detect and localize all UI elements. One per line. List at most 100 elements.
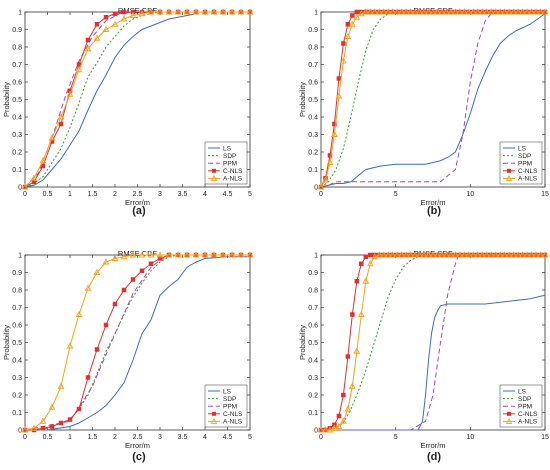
legend-label: LS <box>223 145 232 152</box>
data-point-a-nls <box>389 251 397 258</box>
data-point-c-nls <box>40 163 46 169</box>
data-point-a-nls <box>519 8 526 15</box>
data-point-a-nls <box>192 8 200 15</box>
data-point-c-nls <box>350 312 355 317</box>
series-line-sdp <box>24 11 161 188</box>
y-tick-label: 0.2 <box>308 393 318 400</box>
data-point-a-nls <box>501 251 509 258</box>
y-tick-label: 0.7 <box>308 305 318 312</box>
data-point-a-nls <box>411 8 419 15</box>
y-tick-label: 0.9 <box>308 27 318 34</box>
legend-marker <box>505 417 513 424</box>
data-point-a-nls <box>398 251 405 258</box>
x-tick-label: 1 <box>68 434 72 441</box>
data-point-a-nls <box>380 8 388 15</box>
data-point-a-nls <box>84 284 92 291</box>
y-tick-label: 1 <box>18 10 22 17</box>
data-point-a-nls <box>402 251 410 258</box>
legend-label: PPM <box>223 161 237 168</box>
data-point-a-nls <box>429 8 437 15</box>
legend-label: C-NLS <box>518 411 538 418</box>
data-point-a-nls <box>228 8 236 15</box>
legend-marker <box>210 417 218 424</box>
legend-marker <box>212 168 216 173</box>
x-tick-label: 4.5 <box>223 434 233 441</box>
panel-caption: (b) <box>427 205 441 217</box>
data-point-a-nls <box>420 8 428 15</box>
data-point-a-nls <box>452 8 459 15</box>
y-tick-label: 0.1 <box>12 410 22 417</box>
data-point-a-nls <box>344 405 352 412</box>
data-point-a-nls <box>456 8 464 15</box>
data-point-c-nls <box>31 179 37 184</box>
y-tick-label: 0.5 <box>12 97 22 104</box>
data-point-a-nls <box>519 251 526 258</box>
y-axis-label: Probability <box>298 82 307 117</box>
data-point-c-nls <box>363 254 369 259</box>
data-point-a-nls <box>66 342 74 349</box>
series-line-sdp <box>320 11 545 188</box>
data-point-c-nls <box>130 277 136 282</box>
legend-label: LS <box>223 388 232 395</box>
legend-label: C-NLS <box>223 411 243 418</box>
data-point-c-nls <box>332 121 337 127</box>
y-tick-label: 0.6 <box>12 80 22 87</box>
x-tick-label: 1.5 <box>88 191 98 198</box>
y-tick-label: 0 <box>18 185 22 192</box>
data-point-a-nls <box>465 251 473 258</box>
y-tick-label: 0.1 <box>12 167 22 174</box>
data-point-a-nls <box>541 8 549 15</box>
data-point-a-nls <box>246 8 254 15</box>
x-axis-label: Error/m <box>125 441 150 450</box>
data-point-a-nls <box>443 8 450 15</box>
legend-label: LS <box>518 388 527 395</box>
x-tick-label: 4 <box>203 191 207 198</box>
data-point-a-nls <box>528 8 535 15</box>
data-point-a-nls <box>434 8 441 15</box>
legend-label: PPM <box>518 404 532 411</box>
x-tick-label: 15 <box>541 191 549 198</box>
chart-panel-3: 0 0.5 1 1.5 2 2.5 3 3.5 4 4.5 5 0 0.1 0.2 0.3 0.4 0.5 0.6… <box>2 249 254 463</box>
x-tick-label: 4 <box>203 434 207 441</box>
data-point-a-nls <box>483 251 491 258</box>
data-point-c-nls <box>354 279 360 284</box>
legend-marker <box>507 168 511 173</box>
y-tick-label: 0.3 <box>308 375 318 382</box>
legend-label: A-NLS <box>223 419 243 426</box>
data-point-a-nls <box>39 157 47 164</box>
data-point-a-nls <box>340 417 347 424</box>
data-point-c-nls <box>345 354 351 359</box>
data-point-a-nls <box>514 251 522 258</box>
data-point-a-nls <box>129 11 137 18</box>
legend-marker <box>505 174 513 181</box>
y-tick-label: 1 <box>18 253 22 260</box>
legend-marker <box>507 411 511 416</box>
panel-caption: (c) <box>132 451 146 463</box>
data-point-c-nls <box>103 15 109 20</box>
data-point-a-nls <box>129 251 137 258</box>
legend-label: A-NLS <box>223 176 243 183</box>
y-tick-label: 0.5 <box>308 97 318 104</box>
data-point-a-nls <box>384 8 392 15</box>
y-axis-label: Probability <box>298 325 307 360</box>
data-point-a-nls <box>461 8 468 15</box>
data-point-a-nls <box>483 8 491 15</box>
data-point-a-nls <box>438 251 446 258</box>
x-tick-label: 3.5 <box>178 434 188 441</box>
data-point-a-nls <box>183 251 191 258</box>
x-tick-label: 0 <box>23 434 27 441</box>
y-tick-label: 0.8 <box>308 288 318 295</box>
data-point-a-nls <box>147 251 155 258</box>
data-point-c-nls <box>148 261 154 266</box>
data-point-a-nls <box>317 183 325 190</box>
data-point-c-nls <box>336 76 342 81</box>
data-point-a-nls <box>452 251 459 258</box>
series-line-ls <box>25 256 250 431</box>
x-tick-label: 5 <box>248 191 252 198</box>
legend-label: PPM <box>518 161 532 168</box>
data-point-a-nls <box>443 251 450 258</box>
y-tick-label: 0.4 <box>308 358 318 365</box>
data-point-a-nls <box>357 10 365 17</box>
